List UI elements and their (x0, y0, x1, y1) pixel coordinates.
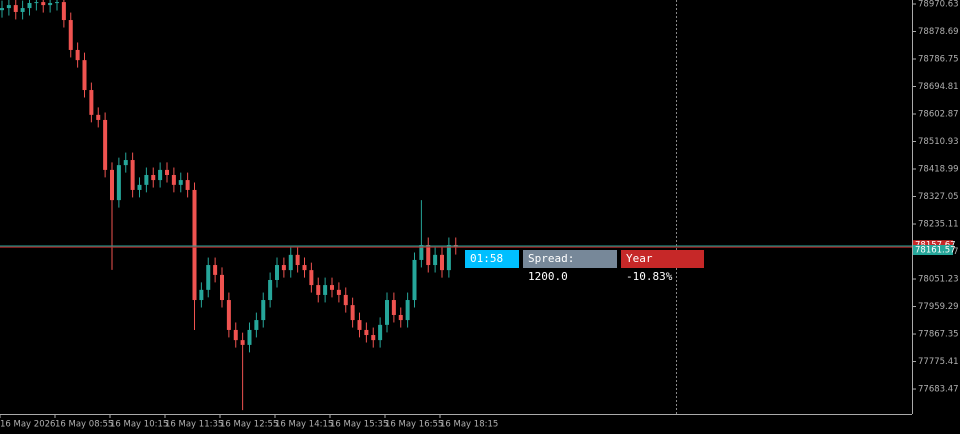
x-tick-label: 16 May 2026 (0, 420, 55, 430)
candle-body (440, 254, 444, 271)
candle-body (343, 294, 348, 306)
candle-body (275, 265, 279, 280)
candle-body (89, 90, 94, 115)
price-label-box (913, 245, 953, 256)
timer-widget: 01:58 (465, 250, 519, 268)
y-tick-label: 77683.47 (918, 385, 959, 395)
candle-body (364, 329, 369, 336)
candle-body (137, 184, 142, 190)
y-tick-label: 78235.11 (918, 220, 959, 230)
candle-body (144, 174, 149, 185)
x-tick-label: 16 May 10:15 (110, 420, 168, 430)
candle-body (309, 270, 314, 286)
candle-body (288, 254, 293, 271)
candle-body (96, 114, 101, 120)
candle-body (158, 169, 163, 181)
x-tick-label: 16 May 11:35 (165, 420, 223, 430)
y-tick-label: 77959.29 (918, 302, 959, 312)
candle-body (412, 259, 417, 301)
candle-body (398, 314, 403, 321)
candle-body (82, 60, 87, 91)
candle-body (446, 244, 451, 271)
y-tick-label: 78327.05 (918, 192, 959, 202)
candle-body (110, 169, 114, 201)
candle-body (254, 320, 259, 330)
y-tick-label: 78970.63 (918, 0, 959, 9)
candle-body (405, 300, 410, 321)
candle-body (302, 265, 307, 271)
candle-body (34, 2, 39, 4)
candle-body (336, 289, 341, 295)
candle-body (6, 5, 11, 9)
candle-body (240, 340, 245, 345)
candle-body (419, 244, 424, 260)
y-tick-label: 78786.75 (918, 55, 959, 65)
candle-body (0, 8, 4, 11)
y-tick-label: 78694.81 (918, 82, 959, 92)
candle-body (220, 274, 224, 301)
candle-body (199, 289, 204, 301)
candle-body (206, 265, 211, 290)
plot-area (0, 0, 458, 411)
candle-body (130, 160, 135, 190)
candle-body (151, 174, 156, 181)
candle-body (426, 244, 431, 266)
x-tick-label: 16 May 12:55 (220, 420, 278, 430)
candle-body (385, 300, 389, 325)
candle-body (27, 2, 32, 9)
year-widget: Year -10.83% (621, 250, 704, 283)
candle-body (55, 2, 59, 4)
candle-body (247, 329, 252, 345)
candle-body (226, 300, 231, 330)
y-tick-label: 78602.87 (918, 110, 959, 120)
candle-body (233, 329, 238, 341)
candle-body (192, 189, 197, 301)
candle-body (61, 2, 66, 21)
y-tick-label: 78418.99 (918, 165, 959, 175)
y-tick-label: 77775.41 (918, 357, 959, 367)
candle-body (357, 320, 362, 330)
candle-body (116, 165, 121, 201)
candle-body (41, 2, 46, 6)
candle-body (281, 265, 286, 271)
x-tick-label: 16 May 15:35 (330, 420, 388, 430)
candle-body (391, 300, 396, 315)
candle-body (316, 285, 321, 295)
candle-body (171, 174, 176, 185)
x-tick-label: 16 May 16:55 (385, 420, 443, 430)
candle-body (261, 300, 266, 321)
candle-body (75, 49, 80, 61)
candle-body (323, 285, 328, 295)
candle-body (268, 279, 273, 301)
candle-body (48, 2, 53, 6)
y-tick-label: 78510.93 (918, 137, 959, 147)
x-tick-label: 16 May 14:15 (275, 420, 333, 430)
candle-body (185, 180, 190, 190)
candle-body (295, 254, 300, 266)
x-tick-label: 16 May 08:55 (55, 420, 113, 430)
candle-body (165, 169, 169, 175)
candle-body (433, 254, 438, 266)
candle-body (330, 285, 334, 290)
candle-body (68, 20, 73, 50)
candle-body (350, 305, 355, 321)
price-label: 78161.57 (915, 246, 956, 256)
y-tick-label: 77867.35 (918, 330, 959, 340)
candle-body (20, 8, 25, 12)
spread-widget: Spread: 1200.0 (523, 250, 617, 283)
candle-body (13, 5, 18, 12)
x-tick-label: 16 May 18:15 (440, 420, 498, 430)
y-tick-label: 78878.69 (918, 27, 959, 37)
y-tick-label: 78051.23 (918, 275, 959, 285)
candle-body (123, 160, 128, 166)
candle-body (178, 180, 183, 185)
candle-body (378, 324, 383, 341)
candle-body (371, 335, 376, 341)
candle-body (103, 119, 108, 170)
candle-body (213, 265, 218, 275)
